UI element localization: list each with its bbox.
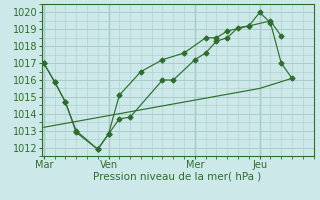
X-axis label: Pression niveau de la mer( hPa ): Pression niveau de la mer( hPa ) [93,172,262,182]
